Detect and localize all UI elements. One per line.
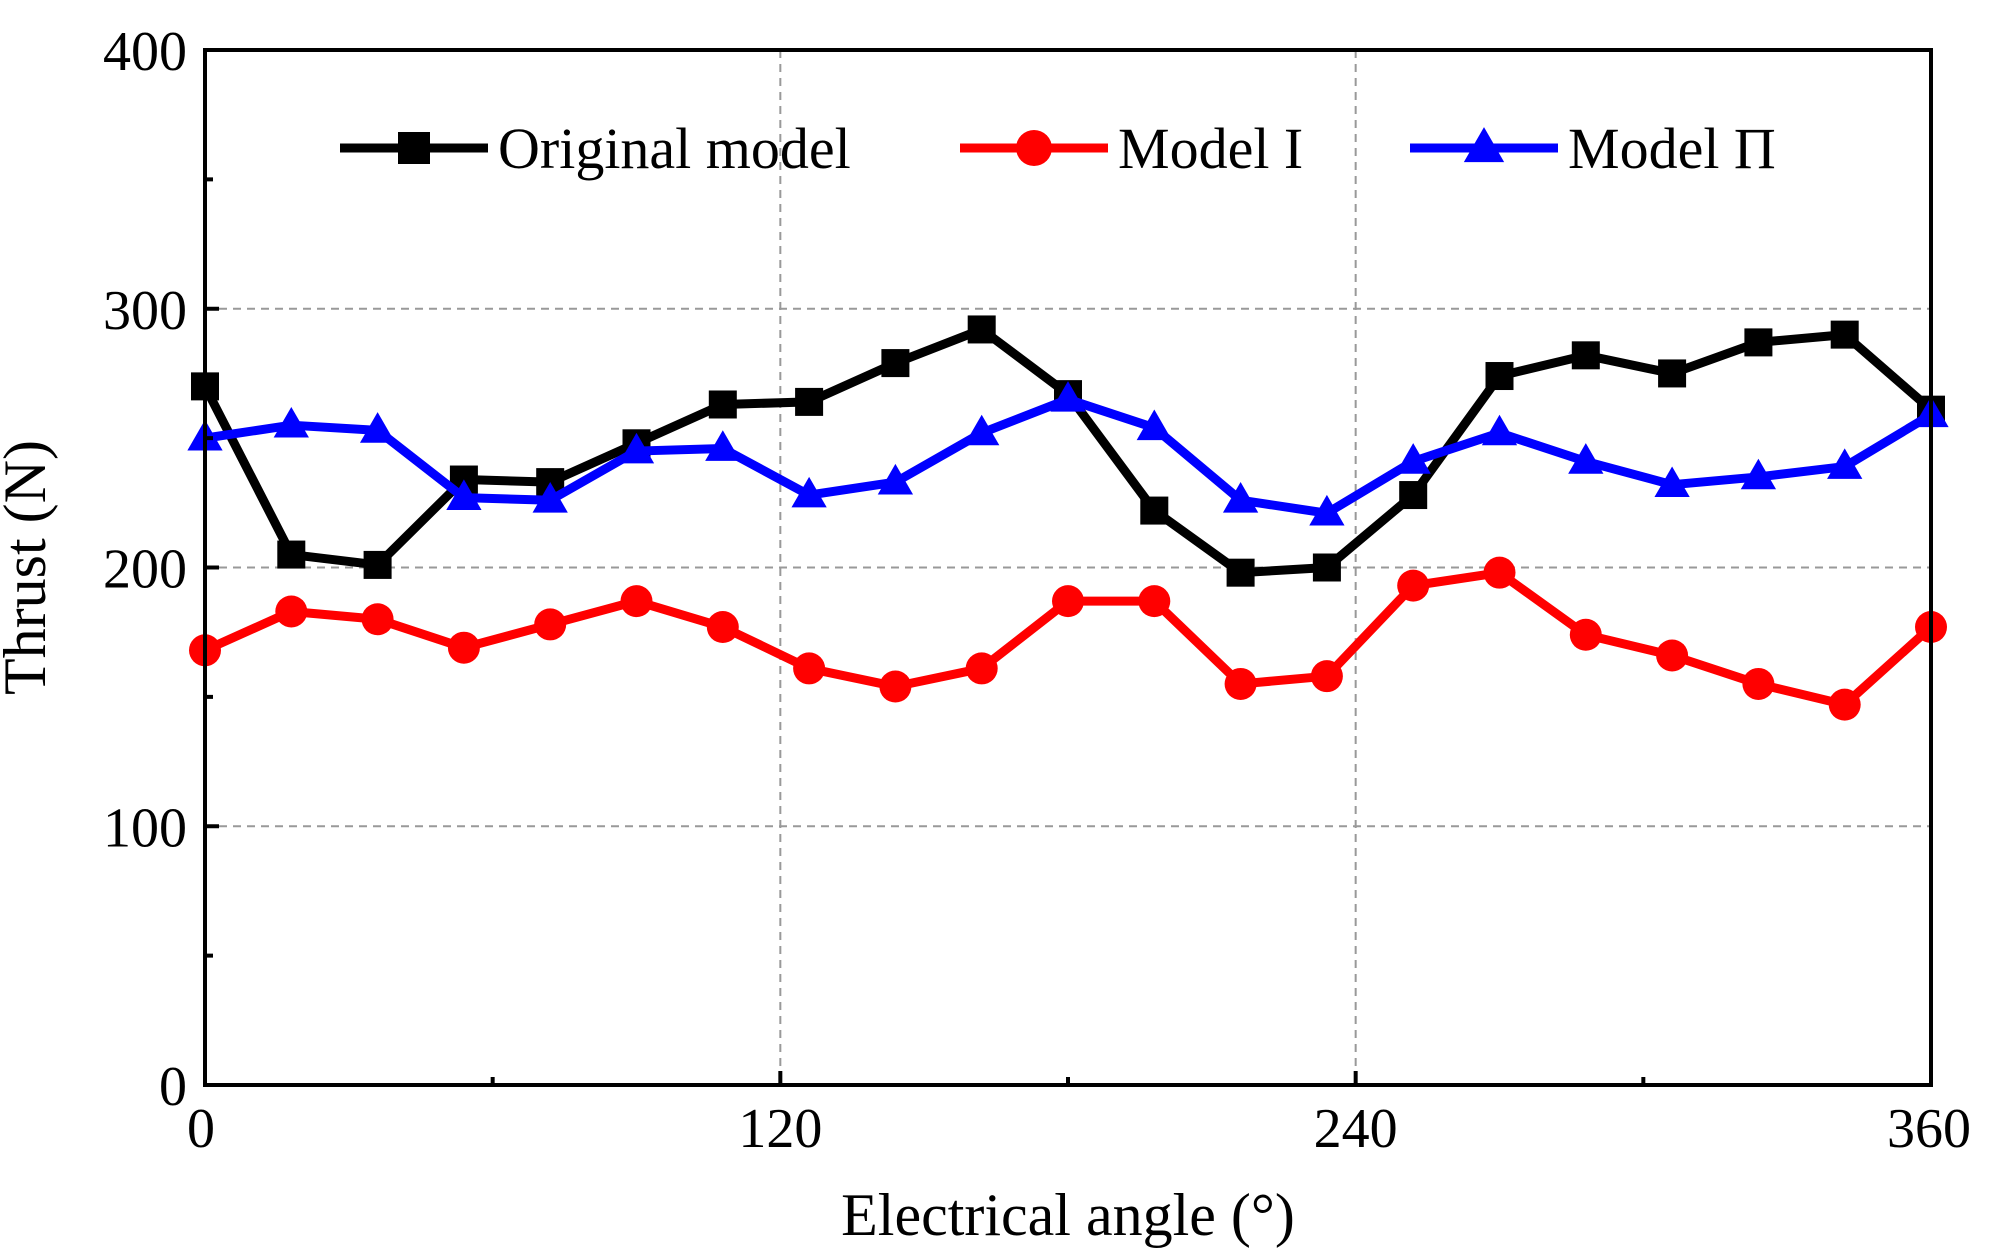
- data-point: [1654, 466, 1690, 498]
- data-point: [1827, 448, 1863, 479]
- x-tick-label: 360: [1887, 1098, 1971, 1160]
- data-point: [1309, 494, 1345, 526]
- data-point: [1312, 553, 1341, 582]
- series-3: [187, 381, 1949, 526]
- data-point: [277, 540, 306, 569]
- data-point: [1830, 320, 1859, 349]
- legend: Original model Model I Model Π: [340, 116, 1776, 181]
- data-point: [361, 603, 394, 636]
- data-point: [1399, 481, 1428, 510]
- data-point: [1481, 414, 1518, 446]
- data-point: [1226, 558, 1255, 587]
- y-tick-label: 200: [103, 539, 187, 601]
- data-point: [793, 652, 826, 685]
- data-point: [1397, 569, 1430, 602]
- y-axis-title: Thrust (N): [0, 440, 58, 695]
- data-point: [1310, 660, 1343, 693]
- legend-swatch-marker: [1016, 130, 1052, 166]
- data-point: [1828, 688, 1861, 721]
- data-point: [534, 608, 567, 641]
- legend-swatch-marker: [398, 132, 430, 164]
- data-point: [1138, 585, 1171, 618]
- legend-item-1: Original model: [340, 116, 851, 181]
- data-point: [706, 611, 739, 644]
- data-point: [532, 481, 568, 513]
- data-point: [273, 406, 309, 438]
- series-layer: [187, 315, 1949, 721]
- data-point: [708, 390, 737, 419]
- data-point: [620, 585, 653, 618]
- data-point: [1136, 409, 1172, 441]
- legend-label: Original model: [498, 116, 851, 181]
- data-point: [1050, 381, 1086, 412]
- data-point: [705, 430, 741, 461]
- y-tick-label: 300: [103, 280, 187, 342]
- data-point: [1485, 362, 1514, 391]
- data-point: [879, 670, 912, 703]
- data-point: [1571, 341, 1600, 370]
- data-point: [1224, 667, 1257, 700]
- data-point: [1222, 481, 1259, 513]
- data-point: [877, 463, 914, 495]
- data-point: [446, 479, 482, 510]
- data-point: [965, 652, 998, 685]
- legend-item-3: Model Π: [1410, 116, 1776, 181]
- data-point: [1140, 496, 1169, 525]
- legend-label: Model I: [1118, 116, 1303, 181]
- legend-swatch-marker: [1463, 127, 1505, 163]
- y-tick-labels: 0 100 200 300 400: [103, 21, 187, 1118]
- y-tick-label: 0: [159, 1056, 187, 1118]
- data-point: [1742, 667, 1775, 700]
- x-tick-label: 240: [1314, 1098, 1398, 1160]
- series-2: [189, 556, 1947, 721]
- data-point: [363, 550, 392, 579]
- data-point: [1744, 328, 1773, 357]
- axis-ticks: [203, 48, 1933, 1087]
- data-point: [1658, 359, 1687, 388]
- data-point: [447, 631, 480, 664]
- data-point: [1656, 639, 1689, 672]
- y-tick-label: 400: [103, 21, 187, 83]
- data-point: [618, 432, 655, 464]
- y-tick-label: 100: [103, 797, 187, 859]
- x-tick-label: 120: [738, 1098, 822, 1160]
- data-point: [359, 412, 396, 443]
- data-point: [791, 476, 827, 508]
- data-point: [1483, 556, 1516, 589]
- data-point: [967, 315, 996, 344]
- data-point: [1052, 585, 1084, 618]
- data-point: [1569, 618, 1602, 651]
- data-point: [1395, 443, 1431, 474]
- series-1: [191, 315, 1945, 587]
- data-point: [964, 414, 1000, 446]
- data-point: [795, 387, 824, 416]
- data-point: [275, 595, 308, 628]
- data-point: [1740, 458, 1777, 490]
- x-axis-title: Electrical angle (°): [841, 1182, 1295, 1248]
- grid-lines: [205, 50, 1931, 1085]
- legend-item-2: Model I: [960, 116, 1303, 181]
- x-tick-labels: 0 120 240 360: [187, 1098, 1971, 1160]
- data-point: [1568, 443, 1604, 474]
- data-point: [881, 349, 910, 378]
- legend-label: Model Π: [1568, 116, 1776, 181]
- x-tick-label: 0: [187, 1098, 215, 1160]
